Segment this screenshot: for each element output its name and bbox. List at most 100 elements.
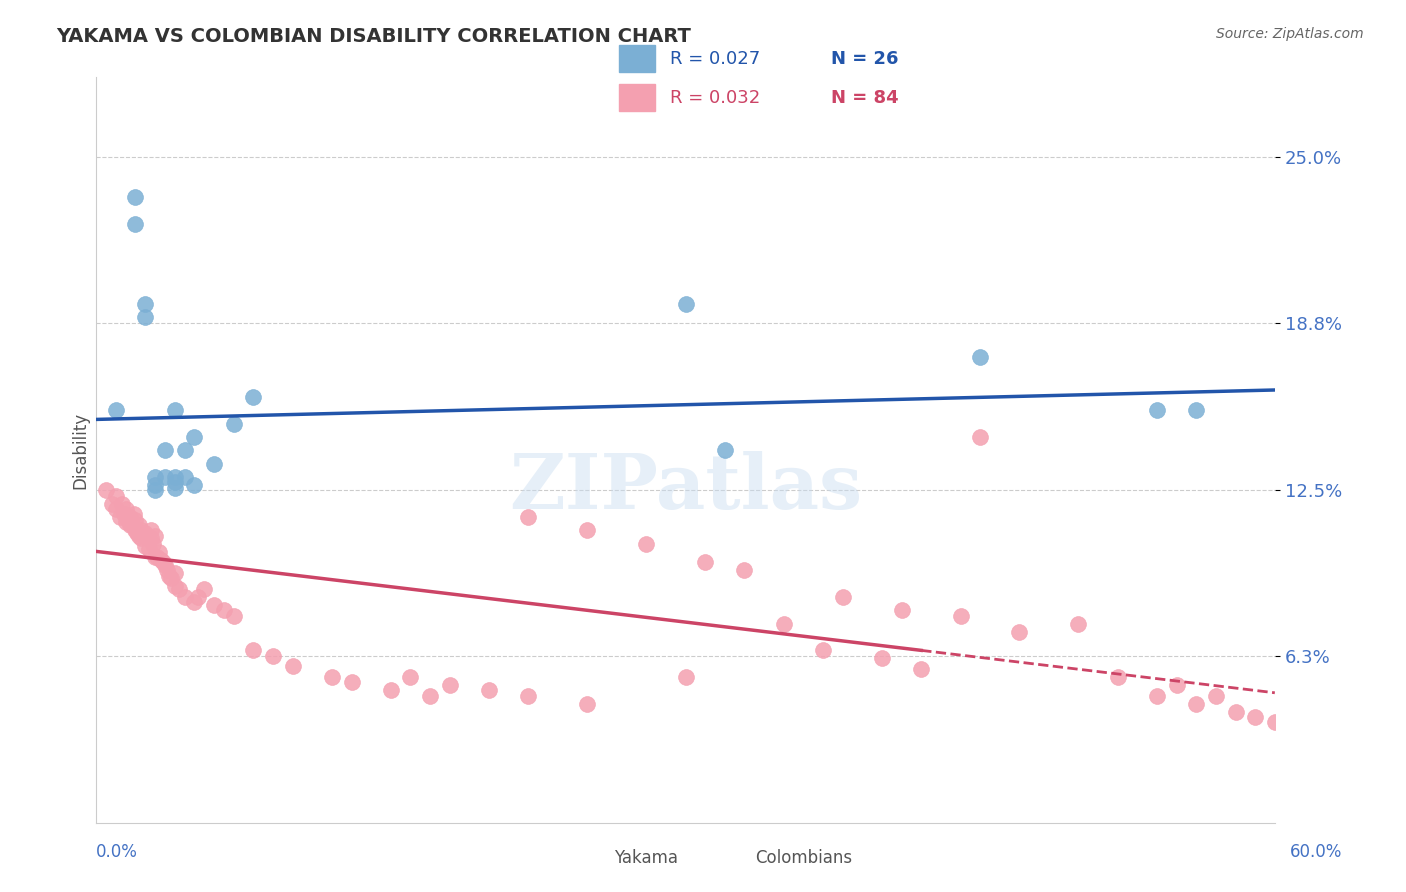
- Point: [131, 524, 153, 538]
- Point: [104, 403, 127, 417]
- Point: [124, 513, 146, 527]
- Point: [150, 552, 173, 566]
- Point: [143, 478, 166, 492]
- Point: [124, 190, 146, 204]
- Point: [1185, 403, 1208, 417]
- Point: [127, 526, 149, 541]
- Point: [811, 643, 834, 657]
- Point: [419, 689, 441, 703]
- Point: [173, 590, 195, 604]
- Point: [910, 662, 932, 676]
- Point: [122, 508, 145, 522]
- Text: Source: ZipAtlas.com: Source: ZipAtlas.com: [1216, 27, 1364, 41]
- Point: [134, 540, 156, 554]
- Point: [1244, 710, 1267, 724]
- Point: [128, 518, 150, 533]
- FancyBboxPatch shape: [619, 84, 655, 112]
- Point: [152, 555, 174, 569]
- Point: [576, 697, 599, 711]
- Point: [143, 549, 166, 564]
- Point: [117, 513, 139, 527]
- Point: [380, 683, 402, 698]
- Point: [121, 518, 143, 533]
- Text: 0.0%: 0.0%: [96, 843, 138, 861]
- Text: 60.0%: 60.0%: [1291, 843, 1343, 861]
- Point: [111, 497, 134, 511]
- Point: [153, 558, 176, 572]
- Point: [141, 524, 163, 538]
- Point: [131, 532, 153, 546]
- Point: [183, 478, 205, 492]
- Point: [576, 524, 599, 538]
- Point: [118, 510, 141, 524]
- Point: [104, 502, 127, 516]
- Point: [262, 648, 284, 663]
- Point: [439, 678, 461, 692]
- Point: [148, 545, 170, 559]
- Text: R = 0.027: R = 0.027: [671, 50, 761, 68]
- Point: [212, 603, 235, 617]
- Point: [143, 470, 166, 484]
- Point: [163, 481, 186, 495]
- Point: [163, 475, 186, 490]
- Point: [636, 537, 658, 551]
- Point: [94, 483, 117, 498]
- Point: [128, 529, 150, 543]
- Point: [772, 616, 794, 631]
- Point: [242, 643, 264, 657]
- Point: [281, 659, 304, 673]
- Point: [143, 483, 166, 498]
- Point: [183, 595, 205, 609]
- Point: [890, 603, 912, 617]
- Point: [675, 297, 697, 311]
- Point: [675, 670, 697, 684]
- Point: [1008, 624, 1031, 639]
- Text: Colombians: Colombians: [755, 849, 852, 867]
- Point: [517, 510, 540, 524]
- Point: [1107, 670, 1129, 684]
- Point: [478, 683, 501, 698]
- Point: [134, 297, 156, 311]
- Point: [104, 489, 127, 503]
- Text: Yakama: Yakama: [614, 849, 679, 867]
- Point: [160, 571, 183, 585]
- Point: [183, 430, 205, 444]
- Point: [108, 510, 131, 524]
- Point: [969, 430, 991, 444]
- Point: [321, 670, 343, 684]
- Point: [187, 590, 209, 604]
- Point: [1067, 616, 1090, 631]
- Point: [163, 579, 186, 593]
- Point: [242, 390, 264, 404]
- Point: [695, 555, 717, 569]
- Point: [134, 526, 156, 541]
- Point: [163, 470, 186, 484]
- Text: ZIPatlas: ZIPatlas: [509, 450, 862, 524]
- Point: [124, 524, 146, 538]
- Point: [138, 542, 160, 557]
- Point: [733, 563, 755, 577]
- Point: [340, 675, 363, 690]
- Point: [193, 582, 215, 596]
- Point: [167, 582, 190, 596]
- Point: [173, 443, 195, 458]
- Point: [1205, 689, 1227, 703]
- Point: [101, 497, 124, 511]
- Point: [949, 608, 972, 623]
- Point: [163, 403, 186, 417]
- Point: [517, 689, 540, 703]
- Y-axis label: Disability: Disability: [72, 412, 89, 489]
- Point: [831, 590, 853, 604]
- Point: [173, 470, 195, 484]
- Point: [134, 310, 156, 325]
- Point: [143, 529, 166, 543]
- Point: [1185, 697, 1208, 711]
- Point: [222, 608, 245, 623]
- Point: [136, 529, 159, 543]
- Point: [118, 518, 141, 533]
- Point: [153, 470, 176, 484]
- Point: [1166, 678, 1188, 692]
- Point: [969, 350, 991, 364]
- Point: [157, 568, 180, 582]
- Point: [141, 532, 163, 546]
